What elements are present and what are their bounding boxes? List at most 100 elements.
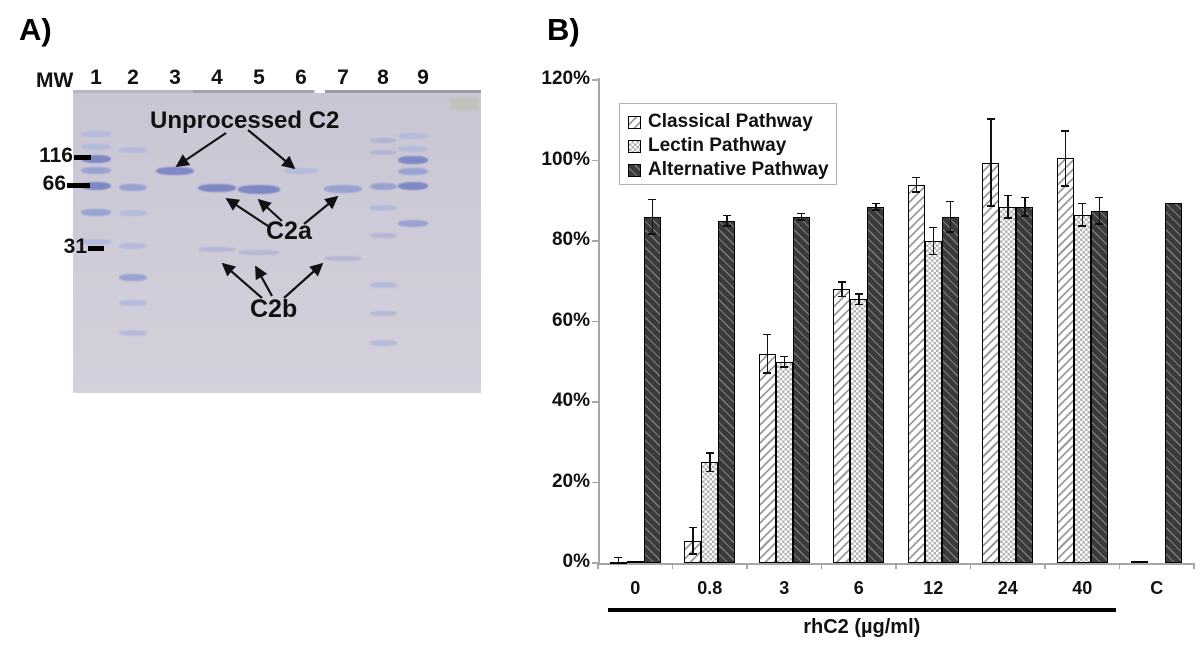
- error-bar-line-1-3: [783, 355, 785, 368]
- gel-band-lane1: [81, 208, 111, 216]
- y-tick-label-20: 20%: [551, 470, 590, 492]
- gel-band-lane8: [369, 182, 397, 190]
- arrow-6: [255, 265, 273, 297]
- error-bar-line-1-24: [1007, 194, 1009, 219]
- y-tick-100: [592, 159, 598, 162]
- y-tick-label-60: 60%: [551, 309, 590, 331]
- error-bar-captop-0-6: [837, 281, 846, 283]
- x-tick-8: [1193, 563, 1195, 569]
- y-tick-120: [592, 79, 598, 81]
- mw-label-31: 31: [63, 235, 87, 258]
- error-bar-capbot-1-6: [854, 303, 863, 306]
- gel-band-lane2: [119, 330, 147, 336]
- bar-chart: 0% 20% 40% 60% 80% 100% 120% 0 0.8 3 6 12 24 40 C: [530, 0, 1200, 646]
- arrow-3: [257, 198, 283, 222]
- error-bar-captop-1-6: [854, 293, 863, 295]
- x-tick-label-0: 0: [630, 578, 641, 598]
- error-bar-capbot-0-40: [1061, 185, 1070, 187]
- gel-band-lane9: [398, 167, 428, 175]
- error-bar-capbot-0-0.8: [688, 553, 697, 555]
- error-bar-line-0-3: [766, 333, 768, 374]
- bar-lectin-40: [1073, 214, 1091, 563]
- x-tick-5: [969, 563, 972, 569]
- x-tick-1: [671, 563, 674, 569]
- legend-item-lectin: Lectin Pathway: [628, 134, 836, 158]
- x-tick-4: [895, 563, 897, 569]
- legend-label-classical: Classical Pathway: [648, 111, 813, 132]
- bar-classical-3: [758, 353, 776, 563]
- error-bar-capbot-2-0.8: [722, 225, 731, 227]
- gel-band-lane8: [369, 232, 397, 238]
- error-bar-capbot-0-0: [614, 561, 623, 563]
- arrow-0: [175, 132, 227, 167]
- legend-label-alternative: Alternative Pathway: [648, 159, 829, 180]
- gel-band-lane1: [81, 239, 111, 245]
- error-bar-line-2-0.8: [726, 214, 728, 227]
- error-bar-captop-0-0.8: [688, 526, 697, 529]
- bar-classical-40: [1056, 158, 1074, 563]
- error-bar-line-0-0: [617, 556, 619, 563]
- error-bar-captop-1-3: [780, 355, 789, 358]
- lane-number-7: 7: [337, 66, 349, 89]
- mw-dash-116: [74, 154, 91, 160]
- legend-label-lectin: Lectin Pathway: [648, 135, 787, 156]
- error-bar-capbot-0-3: [763, 372, 772, 374]
- error-bar-captop-2-0: [648, 198, 657, 201]
- mw-dash-31: [88, 245, 104, 251]
- gel-band-lane8: [369, 340, 397, 346]
- y-tick-40: [592, 401, 598, 403]
- mw-label-116: 116: [39, 144, 73, 167]
- error-bar-line-0-24: [990, 118, 992, 207]
- bar-lectin-0: [626, 561, 644, 564]
- error-bar-line-2-6: [875, 202, 877, 211]
- gel-band-lane8: [369, 137, 397, 143]
- error-bar-capbot-2-24: [1020, 215, 1029, 217]
- lane-number-5: 5: [253, 66, 265, 89]
- error-bar-captop-0-40: [1061, 130, 1070, 132]
- y-tick-label-100: 100%: [541, 148, 590, 170]
- gel-band-lane9: [398, 146, 428, 152]
- gel-band-lane1: [81, 155, 111, 163]
- gel-band-lane6: [284, 168, 318, 174]
- x-tick-7: [1118, 563, 1121, 569]
- bar-alternative-0.8: [718, 220, 736, 563]
- gel-band-lane1: [81, 144, 111, 150]
- error-bar-captop-2-3: [797, 212, 806, 215]
- error-bar-capbot-1-40: [1078, 225, 1087, 227]
- error-bar-capbot-2-40: [1095, 223, 1104, 225]
- annotation-arrows: [175, 129, 339, 299]
- gel-band-lane2: [119, 273, 147, 281]
- gel-smudge: [450, 98, 478, 110]
- y-tick-label-80: 80%: [551, 229, 590, 250]
- gel-band-lane9: [398, 156, 428, 164]
- chart-legend: Classical Pathway Lectin Pathway Alterna…: [619, 103, 837, 185]
- arrow-1: [247, 129, 296, 170]
- error-bar-captop-1-0.8: [705, 452, 714, 454]
- gel-band-lane7: [324, 255, 362, 261]
- error-bar-capbot-1-0.8: [705, 470, 714, 473]
- error-bar-captop-0-0: [614, 556, 623, 559]
- panel-a-label: A): [19, 12, 52, 47]
- bar-classical-C: [1131, 560, 1149, 563]
- error-bar-capbot-0-12: [912, 191, 921, 193]
- gel-band-lane2: [119, 183, 147, 191]
- error-bar-line-2-0: [651, 198, 653, 235]
- x-tick-6: [1044, 563, 1046, 569]
- error-bar-capbot-1-3: [780, 366, 789, 368]
- bar-classical-12: [907, 184, 925, 563]
- gel-band-lane3: [156, 167, 194, 175]
- error-bar-capbot-2-12: [946, 231, 955, 233]
- legend-item-classical: Classical Pathway: [628, 110, 836, 134]
- y-tick-60: [592, 320, 598, 323]
- panel-a-gel-section: A) MW 1 2 3 4 5 6 7 8 9 116 66 31 Unprocessed C2 C2…: [0, 0, 530, 646]
- lane-number-3: 3: [169, 66, 181, 89]
- x-tick-2: [746, 563, 748, 569]
- x-tick-label-0.8: 0.8: [697, 578, 723, 598]
- y-tick-label-40: 40%: [551, 390, 590, 411]
- bar-lectin-3: [775, 361, 793, 563]
- legend-swatch-alternative-icon: [628, 163, 641, 177]
- gel-band-lane4: [198, 184, 236, 192]
- legend-item-alternative: Alternative Pathway: [628, 158, 836, 182]
- error-bar-line-1-40: [1081, 202, 1083, 227]
- gel-band-lane2: [119, 243, 147, 249]
